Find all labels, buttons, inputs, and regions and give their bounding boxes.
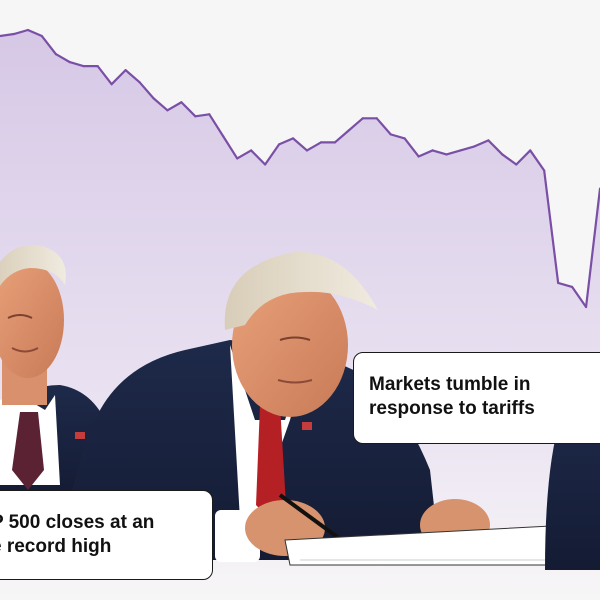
chart-line-segment <box>0 32 16 38</box>
annotation-line: P 500 closes at an <box>0 512 155 533</box>
chart-line-segment <box>333 129 350 144</box>
chart-line-segment <box>68 61 85 68</box>
chart-line-segment <box>54 52 71 64</box>
chart-line-segment <box>305 141 323 152</box>
chart-line-segment <box>417 149 434 158</box>
chart-line-segment <box>375 117 392 136</box>
chart-line-segment <box>529 149 546 172</box>
chart-line-segment <box>431 149 448 156</box>
person-left-photo <box>0 245 110 500</box>
chart-line-segment <box>389 133 406 140</box>
chart-line-segment <box>40 34 57 56</box>
chart-line-segment <box>473 139 490 148</box>
chart-line-segment <box>291 137 309 152</box>
chart-line-segment <box>152 97 169 112</box>
chart-line-segment <box>96 65 113 86</box>
chart-line-segment <box>124 69 141 84</box>
chart-line-segment <box>250 149 267 166</box>
annotation-line: response to tariffs <box>369 398 535 419</box>
chart-line-segment <box>208 113 225 138</box>
annotation-markets-tumble: Markets tumble in response to tariffs <box>353 352 600 444</box>
chart-line-segment <box>180 101 197 118</box>
chart-line-segment <box>26 28 43 38</box>
chart-line-segment <box>445 149 462 156</box>
chart-line-segment <box>166 101 183 112</box>
chart-line-segment <box>543 169 560 285</box>
annotation-record-high: P 500 closes at an e record high <box>0 490 213 580</box>
annotation-line: e record high <box>0 536 112 557</box>
chart-line-segment <box>501 153 518 166</box>
chart-line-segment <box>459 145 476 152</box>
chart-line-segment <box>347 117 364 132</box>
chart-line-segment <box>403 137 420 158</box>
annotation-line: Markets tumble in <box>369 374 531 395</box>
chart-line-segment <box>138 81 155 100</box>
chart-line-segment <box>487 139 504 156</box>
chart-line-segment <box>12 28 30 36</box>
chart-line-segment <box>515 149 532 166</box>
chart-line-segment <box>584 187 600 309</box>
chart-line-segment <box>570 285 588 309</box>
chart-line-segment <box>194 113 211 118</box>
chart-line-segment <box>110 69 127 86</box>
chart-line-segment <box>236 149 253 160</box>
chart-line-segment <box>277 137 295 146</box>
chart-line-segment <box>557 281 574 289</box>
person-right-photo <box>545 404 600 570</box>
chart-line-segment <box>264 143 281 166</box>
chart-points <box>0 28 600 309</box>
chart-line-segment <box>222 135 239 160</box>
